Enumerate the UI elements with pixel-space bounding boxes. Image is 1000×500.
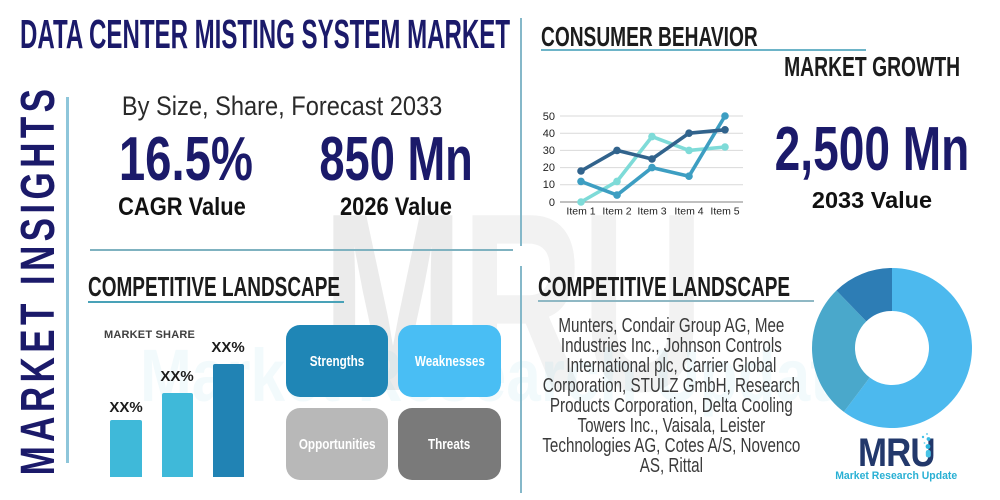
svg-text:10: 10	[543, 179, 555, 191]
svg-text:50: 50	[543, 111, 555, 123]
svg-text:20: 20	[543, 162, 555, 174]
svg-text:Item 4: Item 4	[674, 206, 703, 218]
svg-text:Item 3: Item 3	[637, 206, 666, 218]
svg-text:30: 30	[543, 145, 555, 157]
svg-text:Item 5: Item 5	[710, 206, 739, 218]
svg-text:Item 2: Item 2	[602, 206, 631, 218]
svg-text:Item 1: Item 1	[566, 206, 595, 218]
svg-text:40: 40	[543, 128, 555, 140]
svg-text:0: 0	[549, 197, 555, 209]
